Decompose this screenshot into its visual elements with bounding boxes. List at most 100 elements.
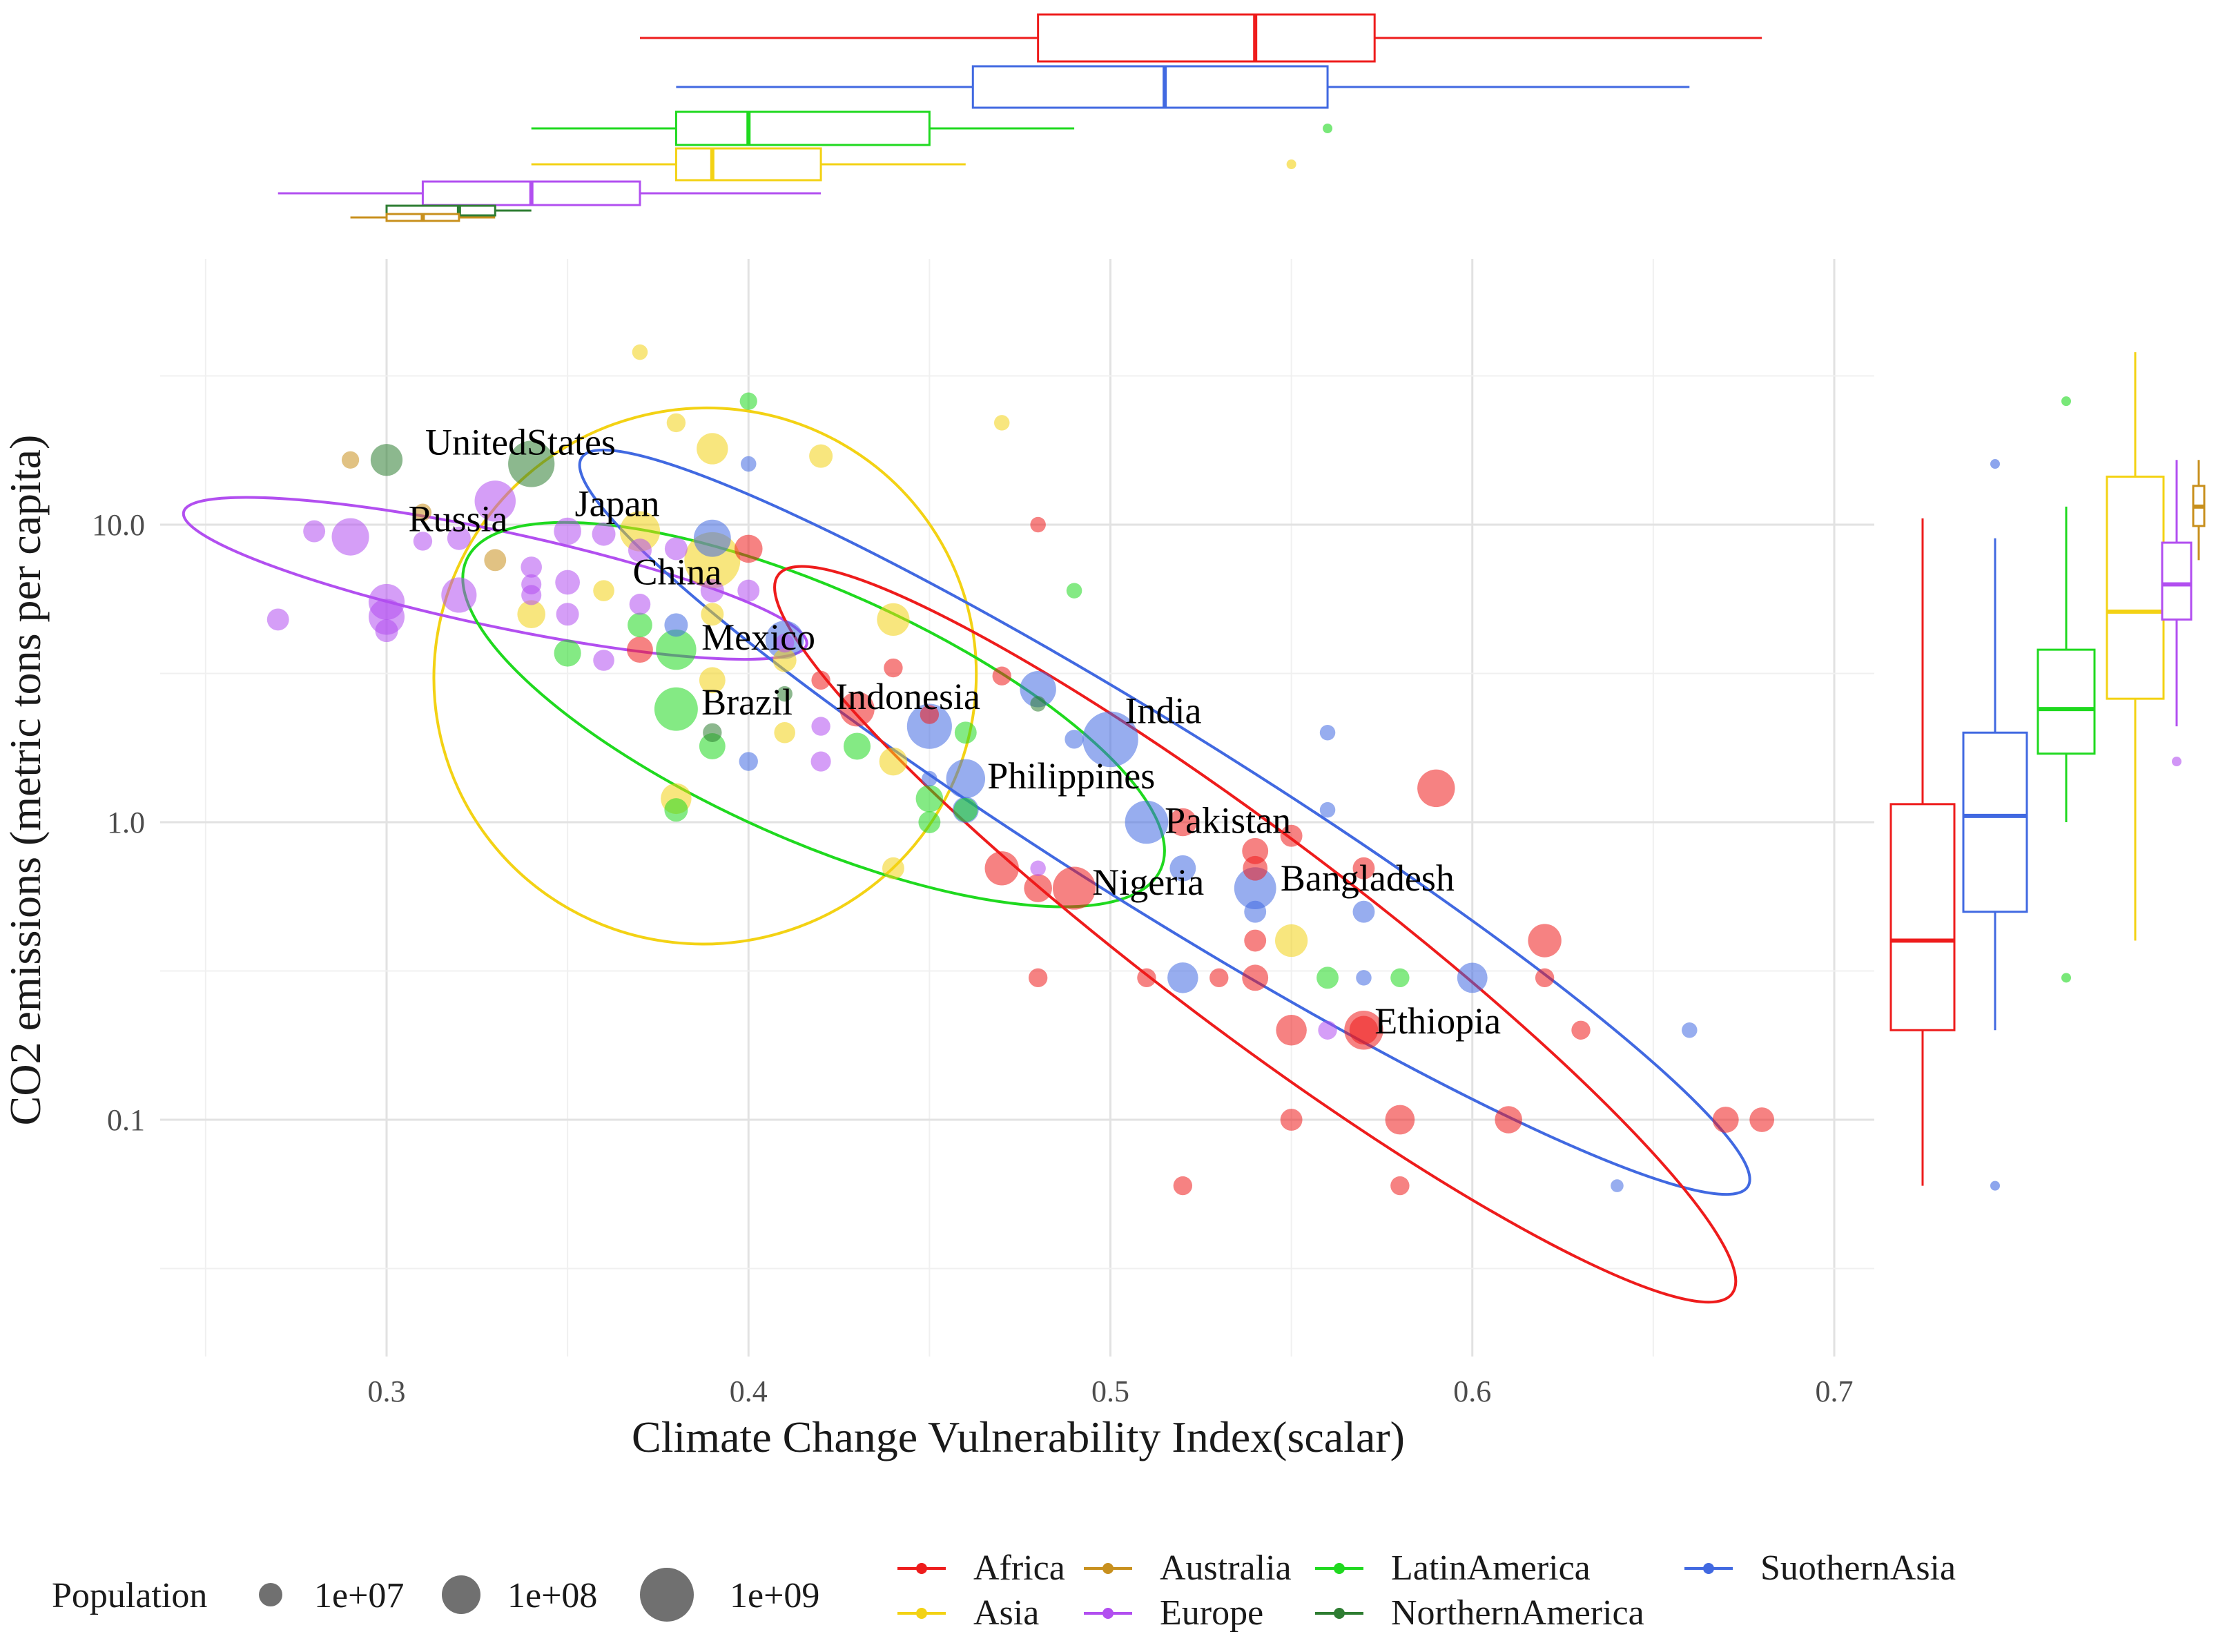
point-northernamerica xyxy=(703,723,722,742)
point-suothernasia xyxy=(1244,900,1267,923)
x-boxplot-suothernasia xyxy=(676,65,1690,109)
y-boxplot-suothernasia xyxy=(1962,459,2028,1191)
point-suothernasia xyxy=(739,752,758,771)
point-asia xyxy=(882,857,904,880)
point-latinamerica xyxy=(554,639,581,667)
point-africa xyxy=(1209,968,1229,988)
point-suothernasia xyxy=(1082,711,1138,768)
legend-label: Africa xyxy=(973,1548,1065,1588)
point-asia xyxy=(809,444,833,468)
outlier xyxy=(1323,124,1333,133)
box xyxy=(1962,731,2028,913)
point-africa xyxy=(839,691,875,727)
point-suothernasia xyxy=(946,759,986,799)
outlier xyxy=(1990,459,2000,469)
point-latinamerica xyxy=(953,797,978,822)
ellipse-europe xyxy=(182,496,808,661)
point-asia xyxy=(1275,924,1308,958)
y-axis-title: CO2 emissions (metric tons per capita) xyxy=(1,435,50,1126)
point-africa xyxy=(1712,1107,1739,1133)
legend-size-key xyxy=(259,1583,282,1606)
grid xyxy=(160,259,1874,1357)
point-europe xyxy=(810,751,831,772)
point-africa xyxy=(1173,1176,1193,1196)
point-europe xyxy=(447,526,471,550)
point-europe xyxy=(556,603,579,626)
ellipse-suothernasia xyxy=(578,448,1751,1196)
country-label: UnitedStates xyxy=(425,421,616,463)
legend-size-label: 1e+09 xyxy=(730,1576,819,1615)
point-suothernasia xyxy=(1167,962,1198,993)
y-axis-ticks: 0.1 1.0 10.0 xyxy=(92,508,145,1137)
legend-dot xyxy=(1334,1563,1345,1574)
point-latinamerica xyxy=(699,733,726,759)
point-europe xyxy=(441,577,477,613)
point-africa xyxy=(734,534,763,563)
point-northernamerica xyxy=(777,686,793,702)
legend-size-item: 1e+08 xyxy=(442,1575,597,1615)
legend-item-latinamerica: LatinAmerica xyxy=(1315,1548,1591,1588)
point-africa xyxy=(1244,929,1267,952)
country-label: Pakistan xyxy=(1165,800,1291,842)
box xyxy=(2106,475,2165,700)
point-suothernasia xyxy=(922,770,937,787)
country-label: Russia xyxy=(408,498,507,540)
legend-item-suothernasia: SuothernAsia xyxy=(1684,1548,1956,1588)
point-africa xyxy=(1024,874,1052,902)
legend-label: SuothernAsia xyxy=(1760,1548,1956,1588)
outlier xyxy=(2172,757,2181,767)
legend-size-key xyxy=(640,1568,694,1622)
point-latinamerica xyxy=(1316,966,1339,989)
legend-dot xyxy=(1102,1563,1114,1574)
point-suothernasia xyxy=(1065,730,1084,749)
box xyxy=(2037,648,2096,755)
legend-label: LatinAmerica xyxy=(1391,1548,1591,1588)
y-boxplot-europe xyxy=(2161,460,2193,767)
x-boxplot-latinamerica xyxy=(531,110,1333,146)
x-boxplot-asia xyxy=(531,147,1296,182)
point-europe xyxy=(413,532,433,551)
point-asia xyxy=(699,667,726,694)
legend-item-europe: Europe xyxy=(1084,1593,1263,1633)
point-africa xyxy=(1349,1016,1379,1045)
point-africa xyxy=(1169,808,1197,837)
point-suothernasia xyxy=(1020,671,1056,708)
point-asia xyxy=(697,433,728,465)
ellipse-africa xyxy=(773,565,1738,1304)
point-latinamerica xyxy=(1066,583,1082,599)
point-africa xyxy=(1280,824,1303,847)
point-europe xyxy=(629,594,651,615)
country-label: Indonesia xyxy=(835,676,980,717)
point-northernamerica xyxy=(508,440,555,487)
point-suothernasia xyxy=(664,613,688,637)
legend-size-item: 1e+09 xyxy=(640,1568,819,1622)
legend-size-keys: 1e+07 1e+08 1e+09 xyxy=(259,1568,819,1622)
outlier xyxy=(1286,159,1296,169)
y-boxplot-africa xyxy=(1889,518,1956,1186)
point-africa xyxy=(1028,968,1048,988)
point-latinamerica xyxy=(1390,968,1410,988)
y-tick-label: 1.0 xyxy=(107,806,145,839)
scatter-points xyxy=(266,344,1775,1196)
point-suothernasia xyxy=(1125,800,1169,844)
point-europe xyxy=(303,520,326,543)
outlier xyxy=(2061,973,2071,983)
legend-dot xyxy=(1334,1608,1345,1619)
legend-size-key xyxy=(442,1575,480,1614)
point-europe xyxy=(1030,860,1046,877)
y-tick-label: 10.0 xyxy=(92,508,145,542)
country-label: Japan xyxy=(575,483,660,524)
point-europe xyxy=(331,518,369,556)
legend-dot xyxy=(916,1563,927,1574)
point-africa xyxy=(1276,1015,1307,1046)
point-europe xyxy=(266,608,289,631)
point-africa xyxy=(1280,1109,1303,1131)
point-africa xyxy=(1053,866,1096,910)
point-australia xyxy=(414,503,432,521)
box xyxy=(971,65,1329,109)
point-latinamerica xyxy=(656,629,697,670)
point-latinamerica xyxy=(739,392,757,410)
point-suothernasia xyxy=(693,519,731,557)
